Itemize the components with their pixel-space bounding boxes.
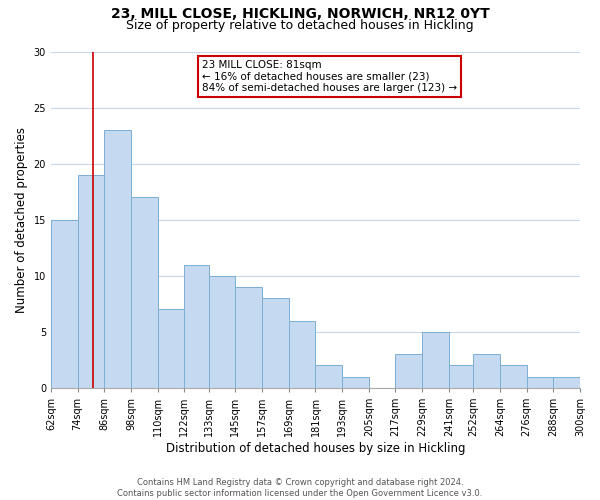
Bar bbox=[316, 366, 342, 388]
Text: 23, MILL CLOSE, HICKLING, NORWICH, NR12 0YT: 23, MILL CLOSE, HICKLING, NORWICH, NR12 … bbox=[110, 8, 490, 22]
Bar bbox=[235, 287, 262, 388]
Bar bbox=[158, 310, 184, 388]
Bar bbox=[104, 130, 131, 388]
Bar bbox=[473, 354, 500, 388]
Text: 23 MILL CLOSE: 81sqm
← 16% of detached houses are smaller (23)
84% of semi-detac: 23 MILL CLOSE: 81sqm ← 16% of detached h… bbox=[202, 60, 457, 93]
Bar bbox=[342, 376, 369, 388]
Bar bbox=[500, 366, 527, 388]
Bar bbox=[289, 320, 316, 388]
Bar bbox=[527, 376, 553, 388]
Bar bbox=[184, 264, 209, 388]
Bar bbox=[209, 276, 235, 388]
Bar bbox=[553, 376, 580, 388]
Y-axis label: Number of detached properties: Number of detached properties bbox=[15, 126, 28, 312]
X-axis label: Distribution of detached houses by size in Hickling: Distribution of detached houses by size … bbox=[166, 442, 465, 455]
Bar bbox=[449, 366, 473, 388]
Bar bbox=[131, 198, 158, 388]
Bar bbox=[262, 298, 289, 388]
Text: Size of property relative to detached houses in Hickling: Size of property relative to detached ho… bbox=[126, 18, 474, 32]
Bar bbox=[77, 175, 104, 388]
Bar bbox=[395, 354, 422, 388]
Text: Contains HM Land Registry data © Crown copyright and database right 2024.
Contai: Contains HM Land Registry data © Crown c… bbox=[118, 478, 482, 498]
Bar bbox=[51, 220, 77, 388]
Bar bbox=[422, 332, 449, 388]
